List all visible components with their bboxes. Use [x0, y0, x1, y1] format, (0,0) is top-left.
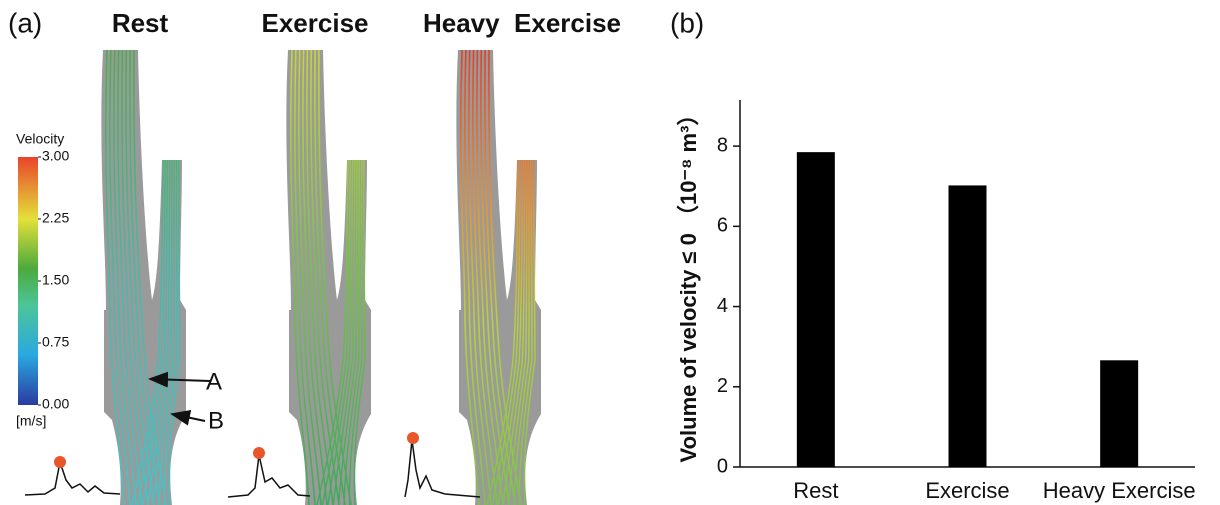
streamline [343, 159, 361, 505]
streamline [348, 159, 363, 505]
x-tick-label: Exercise [925, 478, 1009, 503]
streamline [314, 49, 346, 505]
annotation: A [206, 368, 222, 395]
streamline [133, 49, 167, 505]
arrow [148, 371, 211, 388]
streamline [306, 49, 334, 505]
streamline [472, 49, 498, 505]
arrow [170, 409, 206, 426]
streamline [302, 49, 328, 505]
time-marker [54, 456, 66, 468]
streamline [338, 159, 358, 505]
streamline [129, 49, 161, 505]
colorbar-unit: [m/s] [16, 413, 46, 429]
streamline [168, 159, 181, 505]
colorbar-tick-label: 0.00 [42, 396, 69, 412]
streamline [109, 49, 131, 505]
streamline [316, 159, 349, 505]
streamline [136, 159, 166, 505]
streamline [131, 159, 164, 505]
streamline [158, 159, 176, 505]
y-tick-label: 6 [717, 215, 728, 237]
panel-label: (a) [8, 7, 42, 38]
x-tick-label: Heavy Exercise [1043, 478, 1196, 503]
streamline [113, 49, 137, 505]
streamline [468, 49, 492, 505]
streamline [523, 159, 536, 505]
streamline [117, 49, 143, 505]
streamline [486, 159, 519, 505]
streamline [488, 49, 522, 505]
x-tick-label: Rest [793, 478, 838, 503]
bar [948, 185, 987, 467]
condition-title: Heavy Exercise [423, 8, 621, 38]
y-axis-label: Volume of velocity ≤ 0 （10⁻⁸ m³） [676, 104, 701, 463]
streamline [153, 159, 173, 505]
streamline [121, 49, 149, 505]
streamline [508, 159, 528, 505]
colorbar-tick-label: 1.50 [42, 272, 69, 288]
streamline [459, 49, 480, 505]
streamline [104, 49, 125, 505]
annotation: B [208, 407, 224, 434]
condition-title: Rest [112, 8, 169, 38]
vessel-renderings [24, 49, 541, 505]
streamline [163, 159, 178, 505]
streamline [480, 49, 510, 505]
bar [1100, 360, 1139, 467]
waveform [24, 459, 121, 496]
streamline [476, 49, 504, 505]
colorbar-tick-label: 0.75 [42, 334, 69, 350]
streamline [484, 49, 516, 505]
streamline [298, 49, 322, 505]
colorbar [18, 157, 38, 405]
y-tick-label: 4 [717, 295, 728, 317]
streamline [310, 49, 340, 505]
colorbar-title: Velocity [16, 131, 64, 147]
y-tick-label: 2 [717, 375, 728, 397]
streamline [294, 49, 316, 505]
panel-label: (b) [670, 7, 704, 38]
y-tick-label: 0 [717, 455, 728, 477]
streamline [513, 159, 531, 505]
streamline [332, 159, 356, 505]
streamline [125, 49, 155, 505]
streamline [502, 159, 526, 505]
time-marker [253, 447, 265, 459]
waveform [227, 454, 311, 498]
streamline [289, 49, 310, 505]
condition-title: Exercise [262, 8, 369, 38]
streamline [147, 159, 171, 505]
y-tick-label: 8 [717, 134, 728, 156]
streamline [464, 49, 486, 505]
streamline [518, 159, 533, 505]
streamline [321, 159, 351, 505]
colorbar-tick-label: 3.00 [42, 148, 69, 164]
colorbar-tick-label: 2.25 [42, 210, 69, 226]
streamline [353, 159, 366, 505]
bar [796, 152, 835, 467]
streamline [491, 159, 521, 505]
streamline [318, 49, 352, 505]
time-marker [407, 432, 419, 444]
waveform [404, 439, 481, 498]
